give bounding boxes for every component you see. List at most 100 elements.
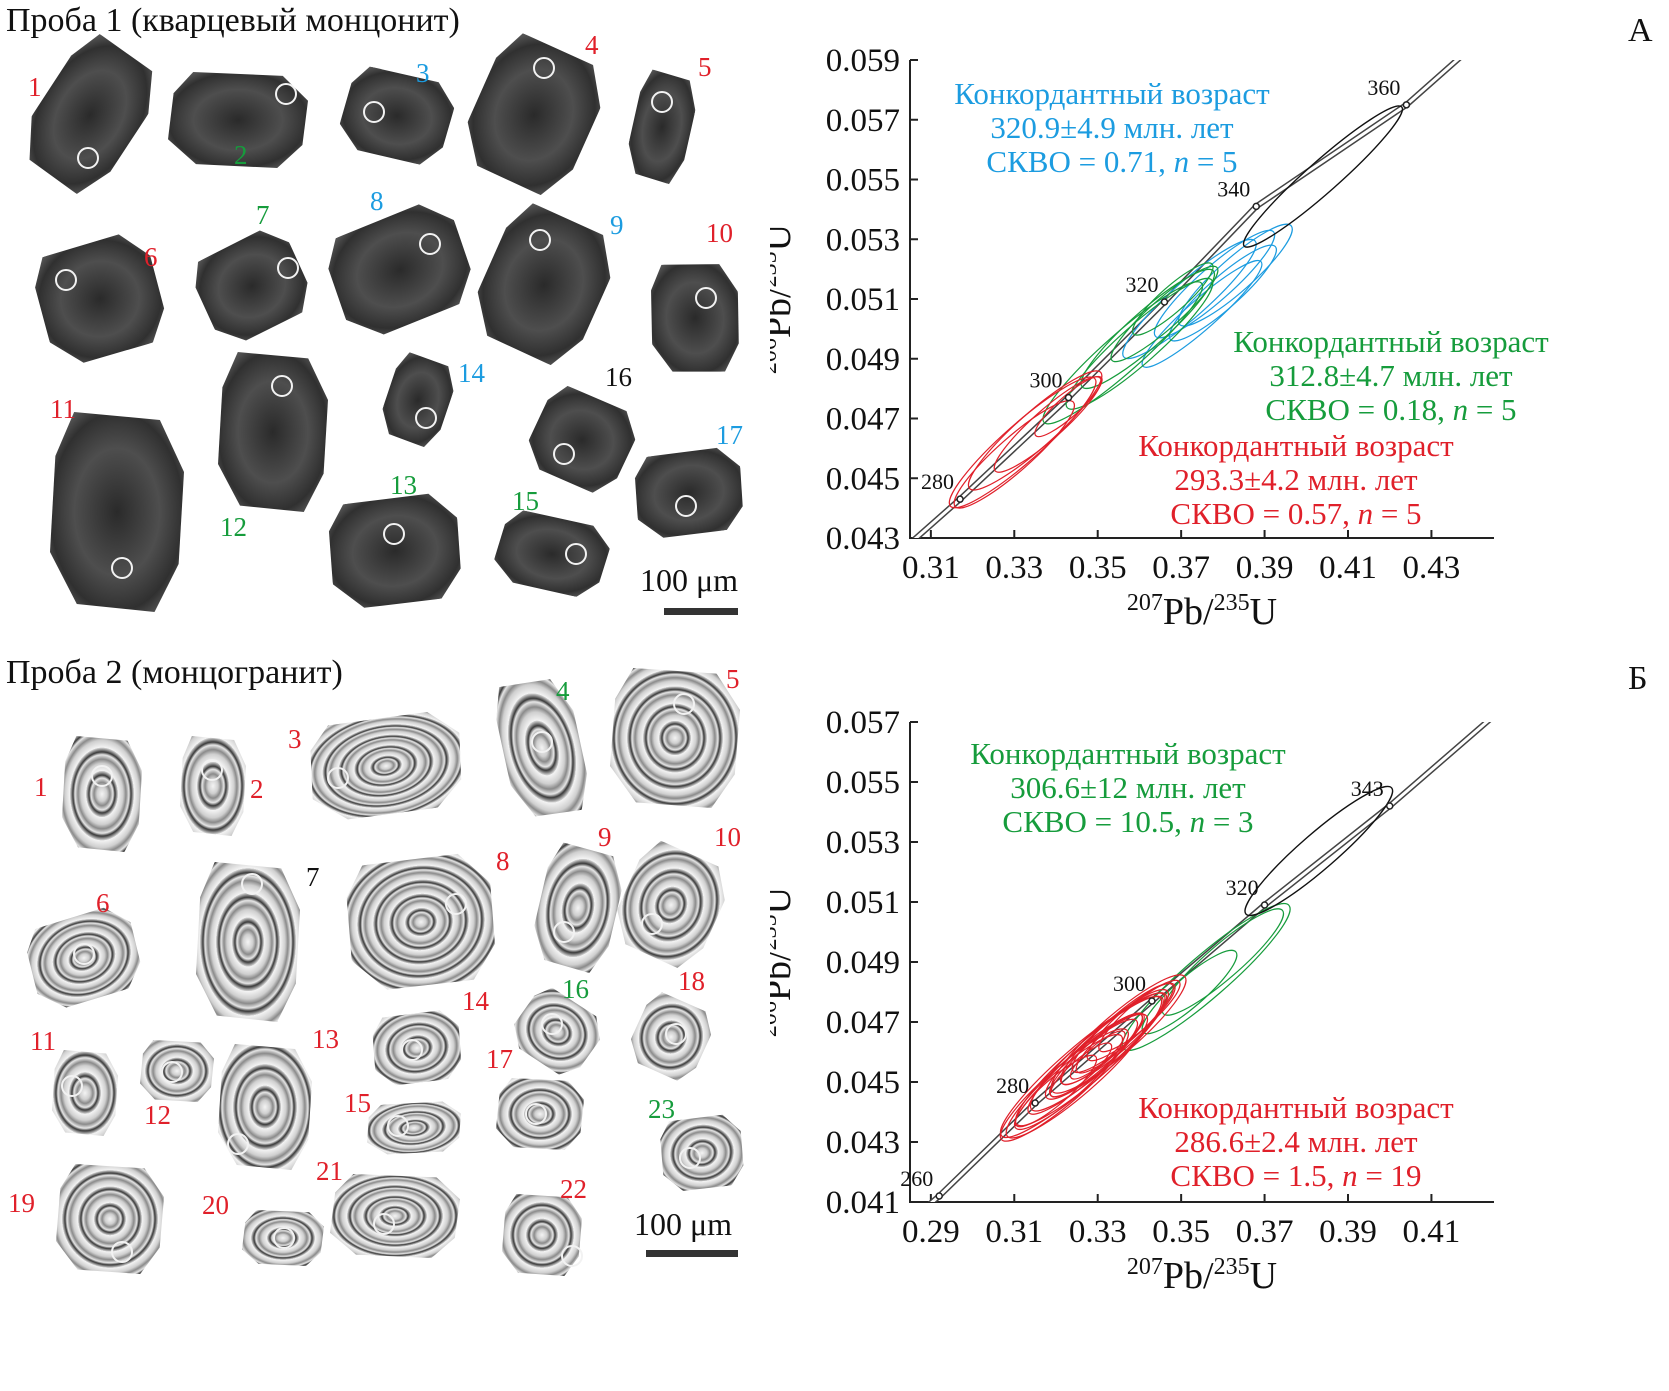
x-tick-label: 0.37	[1152, 550, 1210, 586]
grain-number-label: 1	[34, 772, 48, 802]
grain-number-label: 3	[416, 58, 430, 88]
grain-number-label: 17	[486, 1044, 513, 1074]
analysis-spot-marker	[273, 1227, 295, 1249]
zircon-grain-image	[301, 703, 472, 829]
y-tick-label: 0.049	[826, 945, 900, 981]
grain-number-label: 11	[30, 1026, 56, 1056]
grain-number-label: 10	[714, 822, 741, 852]
panel-letter-b: Б	[1628, 660, 1648, 697]
concordia-chart-a: 0.043 0.045 0.047 0.049 0.051 0.053 0.055 0.057…	[770, 43, 1549, 633]
concordia-age-marker	[1160, 298, 1169, 306]
analysis-spot-marker	[241, 873, 263, 895]
concordia-chart-b: 0.041 0.043 0.045 0.047 0.049 0.051 0.053 0.055…	[770, 705, 1494, 1297]
grain-number-label: 16	[605, 362, 632, 392]
error-ellipse-red	[999, 1028, 1129, 1142]
y-tick-label: 0.045	[826, 1065, 900, 1101]
x-tick-label: 0.41	[1403, 1214, 1461, 1250]
x-axis-title: 207Pb/235U	[1127, 590, 1277, 633]
error-ellipse-red	[1049, 1042, 1113, 1098]
grain-number-label: 9	[610, 210, 624, 240]
x-tick-label: 0.39	[1236, 550, 1294, 586]
zircon-grain-image	[50, 412, 184, 612]
y-tick-label: 0.045	[826, 461, 900, 497]
error-ellipse-green	[1110, 265, 1219, 363]
x-tick-label: 0.29	[902, 1214, 960, 1250]
analysis-spot-marker	[111, 557, 133, 579]
concordia-age-label: 320	[1125, 272, 1158, 297]
analysis-spot-marker	[553, 921, 575, 943]
x-tick-label: 0.43	[1403, 550, 1461, 586]
y-tick-label: 0.043	[826, 521, 900, 557]
analysis-spot-marker	[695, 287, 717, 309]
analysis-spot-marker	[561, 1245, 583, 1267]
grain-number-label: 14	[458, 358, 485, 388]
zircon-grain-image	[336, 844, 507, 1000]
grain-number-label: 13	[390, 470, 417, 500]
grain-number-label: 15	[512, 486, 539, 516]
concordia-age-label: 300	[1113, 971, 1146, 996]
zircon-grain-image	[180, 736, 246, 836]
y-tick-label: 0.047	[826, 1005, 900, 1041]
grain-number-label: 2	[250, 774, 264, 804]
analysis-spot-marker	[277, 257, 299, 279]
sample1-title: Проба 1 (кварцевый монцонит)	[6, 2, 460, 39]
zircon-grain-image	[62, 736, 142, 852]
concordia-age-marker	[1385, 802, 1394, 810]
analysis-spot-marker	[61, 1075, 83, 1097]
error-ellipse-green	[1080, 268, 1216, 389]
grain-number-label: 20	[202, 1190, 229, 1220]
concordant-age-heading: Конкордантный возраст	[1138, 428, 1454, 463]
concordia-age-label: 340	[1217, 176, 1250, 201]
y-axis-title: 206Pb/235U	[770, 224, 799, 374]
concordia-age-marker	[935, 1192, 943, 1200]
concordia-age-label: 280	[996, 1073, 1029, 1098]
y-tick-label: 0.059	[826, 43, 900, 79]
sample1-scale-bar	[664, 608, 738, 615]
analysis-spot-marker	[401, 1039, 423, 1061]
grain-number-label: 2	[234, 140, 248, 170]
grain-number-label: 18	[678, 966, 705, 996]
y-tick-label: 0.051	[826, 282, 900, 318]
analysis-spot-marker	[529, 229, 551, 251]
analysis-spot-marker	[553, 443, 575, 465]
analysis-spot-marker	[565, 543, 587, 565]
error-ellipse-black	[1242, 105, 1404, 248]
concordant-age-value: 320.9±4.9 млн. лет	[990, 110, 1234, 145]
grain-number-label: 11	[50, 394, 76, 424]
x-tick-label: 0.37	[1236, 1214, 1294, 1250]
grain-number-label: 12	[144, 1100, 171, 1130]
grain-number-label: 4	[556, 676, 570, 706]
concordia-age-label: 260	[900, 1166, 933, 1191]
error-ellipse-red	[1098, 979, 1181, 1053]
grain-number-label: 12	[220, 512, 247, 542]
analysis-spot-marker	[373, 1213, 395, 1235]
sample2-scale-bar	[646, 1250, 738, 1257]
analysis-spot-marker	[201, 759, 223, 781]
zircon-grain-image	[56, 1164, 164, 1274]
y-tick-label: 0.043	[826, 1125, 900, 1161]
concordia-age-marker	[956, 495, 964, 503]
concordia-age-label: 360	[1367, 75, 1400, 100]
concordia-age-marker	[1260, 901, 1269, 909]
y-tick-label: 0.049	[826, 342, 900, 378]
concordant-age-heading: Конкордантный возраст	[1138, 1090, 1454, 1125]
analysis-spot-marker	[161, 1061, 183, 1083]
grain-number-label: 4	[585, 30, 599, 60]
analysis-spot-marker	[275, 83, 297, 105]
x-tick-label: 0.35	[1069, 550, 1127, 586]
grain-number-label: 17	[716, 420, 743, 450]
zircon-grain-image	[528, 840, 628, 976]
concordia-age-label: 343	[1351, 776, 1384, 801]
analysis-spot-marker	[415, 407, 437, 429]
concordia-age-marker	[1064, 393, 1073, 402]
zircon-grain-image	[364, 1098, 464, 1158]
concordant-age-value: 286.6±2.4 млн. лет	[1174, 1124, 1418, 1159]
x-tick-label: 0.33	[985, 550, 1043, 586]
zircon-grain-image	[52, 1050, 118, 1136]
concordant-age-mswd: СКВО = 0.71, n = 5	[986, 144, 1237, 179]
analysis-spot-marker	[55, 269, 77, 291]
concordant-age-heading: Конкордантный возраст	[954, 76, 1270, 111]
analysis-spot-marker	[525, 1103, 547, 1125]
analysis-spot-marker	[271, 375, 293, 397]
x-tick-label: 0.31	[902, 550, 960, 586]
